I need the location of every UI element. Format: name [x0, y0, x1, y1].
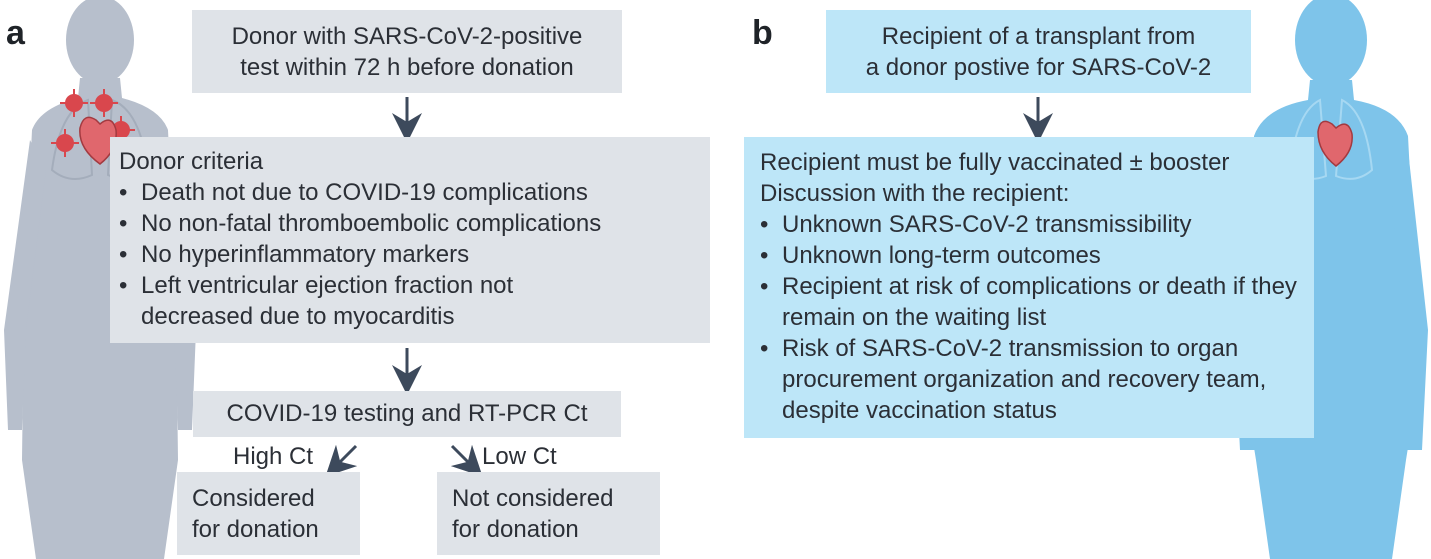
- criteria-item: No hyperinflammatory markers: [119, 239, 704, 270]
- considered-line-1: Considered: [192, 485, 315, 512]
- discussion-item: Recipient at risk of complications or de…: [760, 271, 1302, 333]
- criteria-item: Left ventricular ejection fraction not d…: [119, 270, 611, 332]
- recipient-box-line-1: Recipient of a transplant from: [881, 23, 1196, 50]
- donor-criteria-list: Death not due to COVID-19 complications …: [119, 177, 704, 332]
- recipient-box-line-2: a donor postive for SARS-CoV-2: [865, 54, 1212, 81]
- discussion-item: Unknown long-term outcomes: [760, 240, 1308, 271]
- not-considered-line-2: for donation: [452, 516, 579, 543]
- donor-box-line-2: test within 72 h before donation: [240, 54, 574, 81]
- discussion-list: Unknown SARS-CoV-2 transmissibility Unkn…: [760, 209, 1308, 426]
- covid-testing-box: COVID-19 testing and RT-PCR Ct: [193, 391, 621, 437]
- low-ct-label: Low Ct: [482, 443, 557, 470]
- recipient-heart-icon: [1317, 120, 1353, 167]
- recipient-transplant-box: Recipient of a transplant from a donor p…: [826, 10, 1251, 93]
- arrow-high-ct: [325, 444, 358, 477]
- high-ct-label: High Ct: [233, 443, 314, 470]
- vaccination-requirement: Recipient must be fully vaccinated ± boo…: [760, 149, 1230, 176]
- considered-for-donation-box: Considered for donation: [177, 472, 360, 555]
- donor-criteria-box: Donor criteria Death not due to COVID-19…: [110, 137, 710, 343]
- donor-positive-test-box: Donor with SARS-CoV-2-positive test with…: [192, 10, 622, 93]
- discussion-item: Risk of SARS-CoV-2 transmission to organ…: [760, 333, 1302, 426]
- recipient-requirements-box: Recipient must be fully vaccinated ± boo…: [744, 137, 1314, 438]
- not-considered-for-donation-box: Not considered for donation: [437, 472, 660, 555]
- criteria-item: Death not due to COVID-19 complications: [119, 177, 704, 208]
- discussion-title: Discussion with the recipient:: [760, 180, 1070, 207]
- discussion-item: Unknown SARS-CoV-2 transmissibility: [760, 209, 1308, 240]
- arrow-low-ct: [450, 444, 483, 477]
- panel-b-letter: b: [752, 14, 773, 52]
- panel-a-letter: a: [6, 14, 25, 52]
- donor-heart-icon: [79, 116, 117, 165]
- donor-box-line-1: Donor with SARS-CoV-2-positive: [231, 23, 583, 50]
- donor-criteria-title: Donor criteria: [119, 148, 264, 175]
- not-considered-line-1: Not considered: [452, 485, 614, 512]
- criteria-item: No non-fatal thromboembolic complication…: [119, 208, 704, 239]
- considered-line-2: for donation: [192, 516, 319, 543]
